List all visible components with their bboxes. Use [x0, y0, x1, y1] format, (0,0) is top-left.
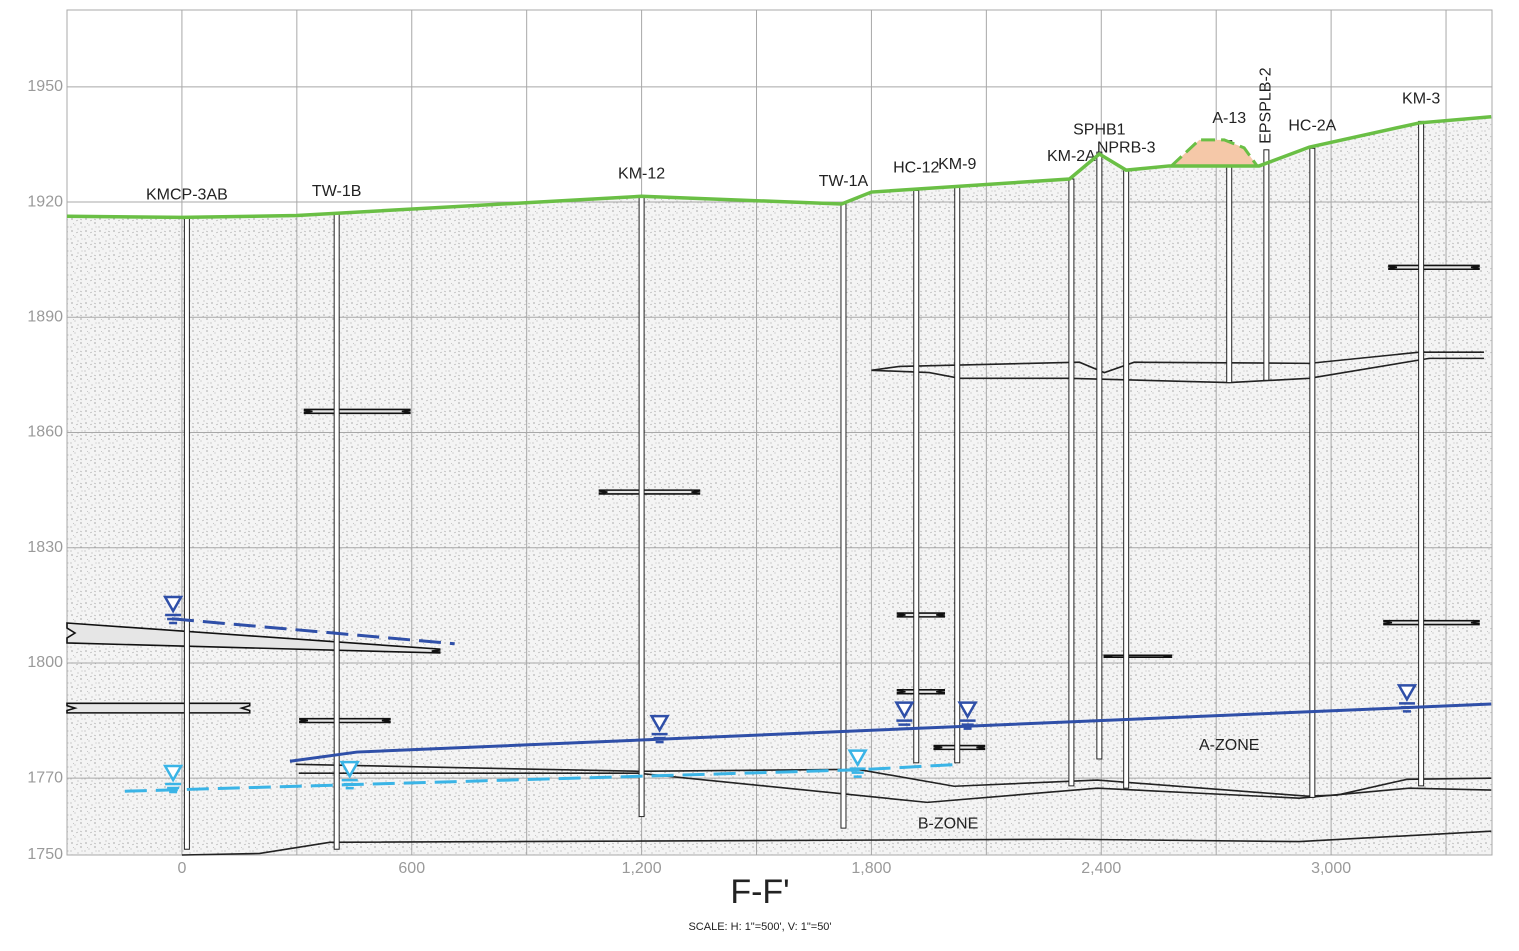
y-tick-label: 1950 [27, 78, 63, 95]
y-tick-label: 1860 [27, 424, 63, 441]
x-tick-label: 600 [398, 860, 425, 877]
borehole [639, 196, 644, 816]
fill-mound [1171, 140, 1257, 166]
borehole-label: KM-9 [938, 156, 976, 173]
chart-title: F-F' [730, 873, 789, 911]
borehole [1124, 170, 1129, 788]
clay-lens [599, 490, 699, 494]
borehole [184, 217, 189, 849]
borehole [1419, 121, 1424, 785]
y-tick-label: 1770 [27, 769, 63, 786]
borehole [955, 187, 960, 763]
clay-lens [897, 613, 944, 617]
borehole-label: HC-2A [1288, 117, 1336, 134]
borehole-label: TW-1B [312, 183, 361, 200]
x-tick-label: 1,800 [851, 860, 891, 877]
y-tick-label: 1800 [27, 654, 63, 671]
y-tick-label: 1830 [27, 539, 63, 556]
zone-label: B-ZONE [918, 815, 978, 832]
clay-lens [300, 719, 390, 723]
borehole [1264, 150, 1269, 380]
borehole-label: EPSPLB-2 [1258, 67, 1275, 144]
clay-lens [305, 409, 410, 413]
cross-section-chart: 1750 1770 1800 1830 1860 1890 1920 1950 0 600 1,20… [0, 0, 1519, 951]
x-tick-label: 1,200 [622, 860, 662, 877]
borehole [1310, 148, 1315, 797]
borehole-label: NPRB-3 [1097, 139, 1156, 156]
borehole-label: KM-3 [1402, 91, 1440, 108]
zone-label: A-ZONE [1199, 737, 1259, 754]
y-tick-label: 1890 [27, 308, 63, 325]
clay-lens [1384, 621, 1479, 625]
y-tick-label: 1920 [27, 193, 63, 210]
borehole-label: KM-12 [618, 166, 665, 183]
clay-lens [1389, 265, 1479, 269]
chart-subtitle: SCALE: H: 1"=500', V: 1"=50' [688, 921, 831, 933]
borehole [914, 191, 919, 763]
borehole [1227, 141, 1232, 383]
borehole-label: SPHB1 [1073, 121, 1126, 138]
borehole-label: KMCP-3AB [146, 187, 228, 204]
borehole [841, 204, 846, 828]
x-tick-label: 3,000 [1311, 860, 1351, 877]
borehole [1097, 152, 1102, 759]
borehole-label: A-13 [1212, 110, 1246, 127]
clay-lens [1104, 655, 1171, 657]
clay-lens [897, 690, 944, 694]
soil-body [67, 117, 1492, 855]
x-tick-label: 0 [177, 860, 186, 877]
borehole-label: HC-12 [893, 160, 939, 177]
borehole-label: TW-1A [819, 173, 869, 190]
borehole [1069, 179, 1074, 786]
x-tick-label: 2,400 [1081, 860, 1121, 877]
y-tick-label: 1750 [27, 846, 63, 863]
clay-lens [67, 703, 250, 713]
